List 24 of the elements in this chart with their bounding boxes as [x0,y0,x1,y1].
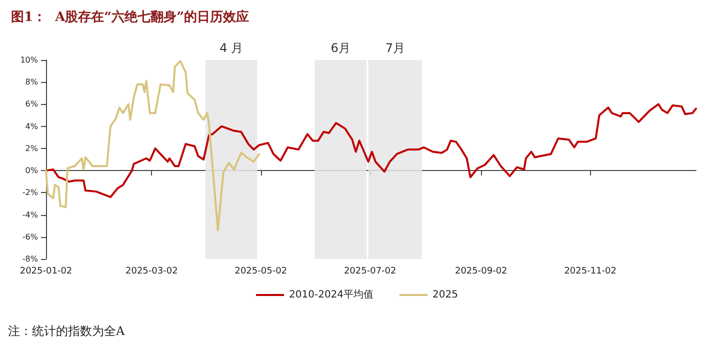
y-tick-label: 2% [25,144,38,153]
x-tick-label: 2025-09-02 [454,266,508,276]
y-tick-label: 8% [25,78,38,87]
chart-title: 图1： A股存在“六绝七翻身”的日历效应 [11,9,250,25]
legend-label: 2025 [432,290,458,300]
band-label: 6月 [330,41,350,55]
y-tick-label: -2% [22,188,38,198]
x-tick-label: 2025-01-02 [20,266,72,276]
y-tick-label: 6% [25,100,38,109]
x-tick-label: 2025-07-02 [344,266,396,276]
line-series [45,60,260,232]
band-label: 7月 [385,41,405,55]
y-tick-label: -6% [22,232,38,242]
band-label: 4 月 [220,41,244,55]
y-tick-label: -4% [22,210,38,220]
y-tick-label: 0% [25,166,38,176]
legend-label: 2010-2024平均值 [289,288,374,300]
x-tick-label: 2025-05-02 [234,266,288,276]
x-tick-label: 2025-11-02 [564,266,617,276]
y-tick-label: -8% [22,254,38,264]
x-tick-label: 2025-03-02 [125,266,178,276]
y-tick-label: 10% [20,56,38,64]
text: 注：统计的指数为全A [8,324,125,338]
y-tick-label: 4% [25,122,38,131]
